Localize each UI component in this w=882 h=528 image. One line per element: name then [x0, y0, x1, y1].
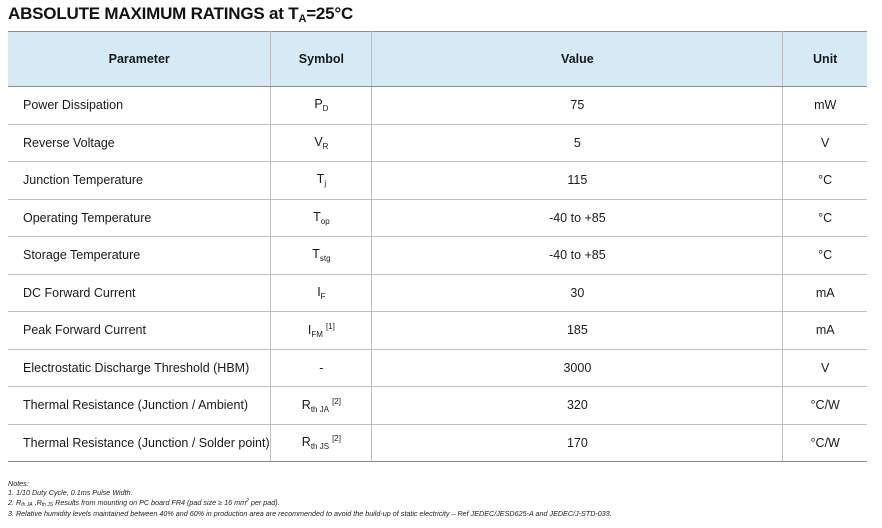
- symbol-subscript: D: [322, 104, 329, 114]
- symbol-main: I: [317, 284, 321, 299]
- unit-cell: °C/W: [782, 386, 867, 425]
- table-header-row: Parameter Symbol Value Unit: [8, 31, 867, 87]
- unit-cell: mA: [782, 311, 867, 350]
- symbol-main: T: [312, 247, 320, 262]
- value-cell: 115: [371, 161, 784, 200]
- symbol-main: T: [316, 172, 325, 187]
- unit-cell: mA: [782, 274, 867, 312]
- symbol-cell: Tstg: [270, 236, 373, 275]
- symbol-footnote-ref: [2]: [332, 396, 341, 406]
- symbol-cell: IFM[1]: [270, 311, 373, 350]
- symbol-subscript: stg: [319, 254, 331, 264]
- symbol-main: V: [314, 134, 323, 149]
- notes-heading: Notes:: [8, 479, 29, 488]
- note-2-sup: 2: [246, 498, 249, 505]
- symbol-cell: PD: [270, 86, 373, 125]
- symbol-main: -: [319, 360, 324, 375]
- table-row: Reverse Voltage VR 5 V: [8, 124, 867, 162]
- symbol-main: T: [313, 209, 321, 224]
- parameter-cell: Electrostatic Discharge Threshold (HBM): [8, 349, 272, 387]
- unit-cell: °C: [782, 199, 867, 237]
- note-3: 3. Relative humidity levels maintained b…: [8, 508, 612, 518]
- note-2-text: Results from mounting on PC board FR4 (p…: [53, 498, 247, 508]
- title-main: ABSOLUTE MAXIMUM RATINGS at T: [8, 4, 299, 23]
- symbol-subscript: th JS: [310, 442, 330, 452]
- unit-cell: V: [782, 124, 867, 162]
- value-cell: -40 to +85: [371, 199, 784, 237]
- symbol-main: I: [307, 322, 312, 337]
- notes: Notes: 1. 1/10 Duty Cycle, 0.1ms Pulse W…: [8, 479, 612, 518]
- table-row: Thermal Resistance (Junction / Solder po…: [8, 424, 867, 462]
- symbol-cell: IF: [270, 274, 373, 312]
- symbol-subscript: FM: [311, 329, 323, 339]
- ratings-table: Parameter Symbol Value Unit Power Dissip…: [8, 31, 867, 462]
- table-row: Power Dissipation PD 75 mW: [8, 86, 867, 125]
- table-row: Operating Temperature Top -40 to +85 °C: [8, 199, 867, 237]
- header-parameter: Parameter: [8, 31, 272, 87]
- parameter-cell: Thermal Resistance (Junction / Solder po…: [8, 424, 272, 462]
- parameter-cell: Thermal Resistance (Junction / Ambient): [8, 386, 272, 425]
- symbol-main: R: [301, 435, 311, 450]
- header-unit: Unit: [782, 31, 867, 87]
- symbol-cell: Tj: [270, 161, 373, 200]
- unit-cell: V: [782, 349, 867, 387]
- page-title: ABSOLUTE MAXIMUM RATINGS at TA=25°C: [8, 4, 353, 25]
- note-2-sub1: th JA: [21, 502, 33, 509]
- value-cell: 320: [371, 386, 784, 425]
- symbol-main: P: [314, 97, 323, 112]
- value-cell: 185: [371, 311, 784, 350]
- parameter-cell: Junction Temperature: [8, 161, 272, 200]
- value-cell: 5: [371, 124, 784, 162]
- parameter-cell: Reverse Voltage: [8, 124, 272, 162]
- unit-cell: mW: [782, 86, 867, 125]
- symbol-cell: Top: [270, 199, 373, 237]
- table-row: Electrostatic Discharge Threshold (HBM) -…: [8, 349, 867, 387]
- title-tail: =25°C: [306, 4, 354, 23]
- table-row: DC Forward Current IF 30 mA: [8, 274, 867, 312]
- unit-cell: °C: [782, 236, 867, 275]
- parameter-cell: Power Dissipation: [8, 86, 272, 125]
- title-subscript: A: [298, 13, 307, 25]
- parameter-cell: Storage Temperature: [8, 236, 272, 275]
- header-value: Value: [371, 31, 784, 87]
- parameter-cell: Operating Temperature: [8, 199, 272, 237]
- note-2-sub2: th JS: [41, 502, 54, 509]
- parameter-cell: DC Forward Current: [8, 274, 272, 312]
- symbol-cell: -: [270, 349, 373, 387]
- value-cell: 75: [371, 86, 784, 125]
- table-row: Junction Temperature Tj 115 °C: [8, 161, 867, 200]
- symbol-subscript: op: [320, 216, 330, 226]
- note-2-mid: ,R: [32, 498, 42, 508]
- symbol-cell: VR: [270, 124, 373, 162]
- symbol-footnote-ref: [2]: [332, 434, 341, 444]
- symbol-footnote-ref: [1]: [325, 321, 335, 331]
- symbol-cell: Rth JA[2]: [270, 386, 373, 425]
- header-symbol: Symbol: [270, 31, 373, 87]
- symbol-cell: Rth JS[2]: [270, 424, 373, 462]
- unit-cell: °C/W: [782, 424, 867, 462]
- value-cell: 170: [371, 424, 784, 462]
- parameter-cell: Peak Forward Current: [8, 311, 272, 350]
- symbol-subscript: j: [324, 179, 327, 189]
- symbol-subscript: R: [322, 141, 329, 151]
- symbol-subscript: F: [320, 291, 326, 301]
- value-cell: 30: [371, 274, 784, 312]
- table-row: Peak Forward Current IFM[1] 185 mA: [8, 311, 867, 350]
- symbol-subscript: th JA: [310, 404, 330, 414]
- note-1: 1. 1/10 Duty Cycle, 0.1ms Pulse Width.: [8, 487, 133, 497]
- note-2-end: per pad).: [248, 498, 280, 508]
- table-row: Thermal Resistance (Junction / Ambient) R…: [8, 386, 867, 425]
- note-2: 2. Rth JA ,Rth JS Results from mounting …: [8, 497, 612, 510]
- value-cell: -40 to +85: [371, 236, 784, 275]
- table-row: Storage Temperature Tstg -40 to +85 °C: [8, 236, 867, 275]
- unit-cell: °C: [782, 161, 867, 200]
- value-cell: 3000: [371, 349, 784, 387]
- symbol-main: R: [301, 397, 311, 412]
- note-2-prefix: 2. R: [8, 498, 22, 508]
